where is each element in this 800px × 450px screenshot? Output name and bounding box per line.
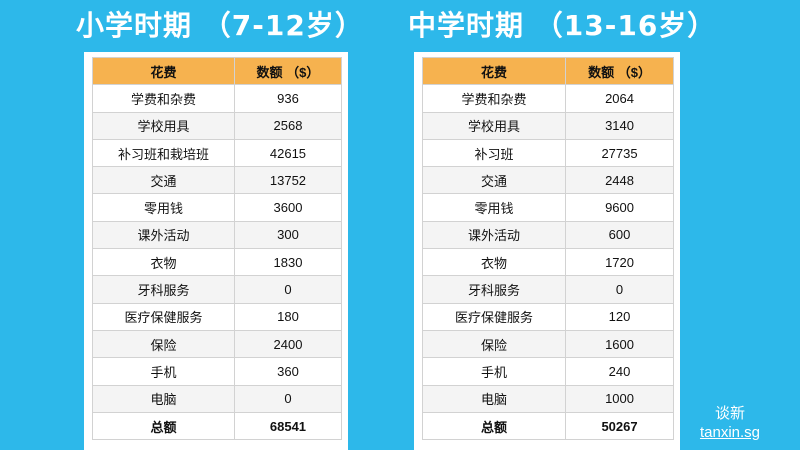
- cell-amount: 0: [565, 275, 674, 304]
- cell-item: 课外活动: [421, 220, 567, 250]
- cell-amount: 0: [233, 384, 343, 413]
- cell-amount: 50267: [565, 411, 674, 441]
- header-amount: 数额 （$）: [565, 56, 674, 86]
- primary-school-cost-table: 花费 数额 （$） 学费和杂费 936 学校用具 2568 补习班和栽培班 42615 交通…: [92, 56, 343, 441]
- table-row: 医疗保健服务 120: [421, 302, 674, 331]
- table-row: 学校用具 3140: [421, 111, 674, 140]
- cell-item: 课外活动: [92, 220, 235, 250]
- cell-item: 保险: [421, 329, 567, 359]
- cell-amount: 600: [565, 220, 674, 250]
- secondary-school-cost-table: 花费 数额 （$） 学费和杂费 2064 学校用具 3140 补习班 27735 交通 244…: [421, 56, 674, 441]
- table-row: 牙科服务 0: [92, 275, 343, 304]
- cell-amount: 27735: [565, 138, 674, 168]
- table-row: 零用钱 3600: [92, 193, 343, 222]
- cell-item: 学费和杂费: [421, 84, 567, 113]
- table-row: 手机 360: [92, 357, 343, 386]
- cell-item: 总额: [421, 411, 567, 441]
- secondary-school-panel: 花费 数额 （$） 学费和杂费 2064 学校用具 3140 补习班 27735 交通 244…: [414, 52, 680, 450]
- primary-school-panel: 花费 数额 （$） 学费和杂费 936 学校用具 2568 补习班和栽培班 42615 交通…: [84, 52, 348, 450]
- cell-amount: 3600: [233, 193, 343, 222]
- total-row: 总额 50267: [421, 411, 674, 441]
- cell-amount: 120: [565, 302, 674, 331]
- cell-item: 医疗保健服务: [421, 302, 567, 331]
- table-row: 电脑 0: [92, 384, 343, 413]
- cell-amount: 300: [233, 220, 343, 250]
- cell-amount: 2568: [233, 111, 343, 140]
- cell-amount: 9600: [565, 193, 674, 222]
- header-amount: 数额 （$）: [233, 56, 343, 86]
- cell-amount: 2064: [565, 84, 674, 113]
- table-row: 保险 1600: [421, 329, 674, 359]
- table-body: 学费和杂费 2064 学校用具 3140 补习班 27735 交通 2448 零用钱 9600 课外…: [421, 84, 674, 441]
- table-row: 学校用具 2568: [92, 111, 343, 140]
- table-row: 学费和杂费 2064: [421, 84, 674, 113]
- cell-item: 衣物: [421, 248, 567, 277]
- cell-amount: 1600: [565, 329, 674, 359]
- cell-item: 学校用具: [421, 111, 567, 140]
- table-row: 保险 2400: [92, 329, 343, 359]
- cell-amount: 68541: [233, 411, 343, 441]
- brand-name: 谈新: [714, 405, 745, 422]
- cell-amount: 2400: [233, 329, 343, 359]
- cell-item: 补习班和栽培班: [92, 138, 235, 168]
- primary-school-title: 小学时期 （7-12岁）: [76, 9, 364, 42]
- cell-item: 衣物: [92, 248, 235, 277]
- cell-item: 总额: [92, 411, 235, 441]
- cell-item: 补习班: [421, 138, 567, 168]
- cell-amount: 42615: [233, 138, 343, 168]
- cell-amount: 13752: [233, 166, 343, 195]
- table-row: 交通 2448: [421, 166, 674, 195]
- table-row: 补习班 27735: [421, 138, 674, 168]
- table-body: 学费和杂费 936 学校用具 2568 补习班和栽培班 42615 交通 13752 零用钱 36…: [92, 84, 343, 441]
- cell-amount: 180: [233, 302, 343, 331]
- cell-amount: 0: [233, 275, 343, 304]
- cell-item: 保险: [92, 329, 235, 359]
- table-row: 手机 240: [421, 357, 674, 386]
- table-row: 医疗保健服务 180: [92, 302, 343, 331]
- table-row: 牙科服务 0: [421, 275, 674, 304]
- cell-item: 手机: [421, 357, 567, 386]
- cell-item: 零用钱: [421, 193, 567, 222]
- cell-item: 手机: [92, 357, 235, 386]
- cell-item: 医疗保健服务: [92, 302, 235, 331]
- cell-amount: 1830: [233, 248, 343, 277]
- table-row: 课外活动 300: [92, 220, 343, 250]
- table-row: 衣物 1720: [421, 248, 674, 277]
- table-header-row: 花费 数额 （$）: [421, 56, 674, 86]
- brand-link[interactable]: tanxin.sg: [699, 424, 761, 441]
- table-row: 电脑 1000: [421, 384, 674, 413]
- cell-amount: 240: [565, 357, 674, 386]
- cell-item: 牙科服务: [421, 275, 567, 304]
- header-item: 花费: [92, 56, 235, 86]
- cell-item: 学校用具: [92, 111, 235, 140]
- total-row: 总额 68541: [92, 411, 343, 441]
- cell-item: 零用钱: [92, 193, 235, 222]
- cell-amount: 3140: [565, 111, 674, 140]
- table-row: 学费和杂费 936: [92, 84, 343, 113]
- cell-item: 交通: [421, 166, 567, 195]
- cell-item: 学费和杂费: [92, 84, 235, 113]
- cell-item: 交通: [92, 166, 235, 195]
- cell-amount: 936: [233, 84, 343, 113]
- table-row: 零用钱 9600: [421, 193, 674, 222]
- cell-item: 电脑: [421, 384, 567, 413]
- secondary-school-title: 中学时期 （13-16岁）: [408, 9, 717, 42]
- table-row: 衣物 1830: [92, 248, 343, 277]
- table-row: 补习班和栽培班 42615: [92, 138, 343, 168]
- header-item: 花费: [421, 56, 567, 86]
- cell-amount: 360: [233, 357, 343, 386]
- table-row: 课外活动 600: [421, 220, 674, 250]
- cell-amount: 1000: [565, 384, 674, 413]
- cell-amount: 1720: [565, 248, 674, 277]
- cell-amount: 2448: [565, 166, 674, 195]
- table-header-row: 花费 数额 （$）: [92, 56, 343, 86]
- cell-item: 电脑: [92, 384, 235, 413]
- table-row: 交通 13752: [92, 166, 343, 195]
- cell-item: 牙科服务: [92, 275, 235, 304]
